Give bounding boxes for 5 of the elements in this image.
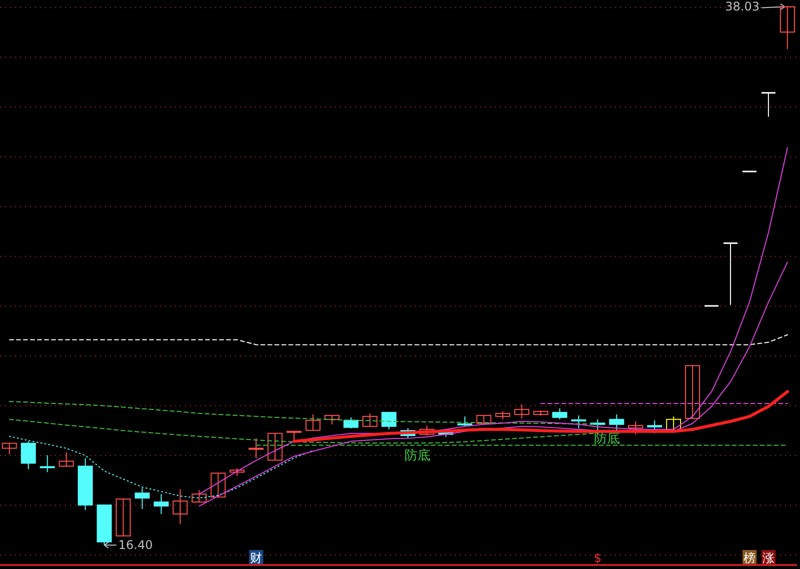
annotation: 防底 bbox=[594, 431, 620, 446]
annotation: 防底 bbox=[404, 448, 430, 464]
annotation: 38.03 bbox=[725, 0, 760, 14]
annotation: 16.40 bbox=[118, 538, 153, 552]
annotation: $ bbox=[594, 551, 602, 565]
